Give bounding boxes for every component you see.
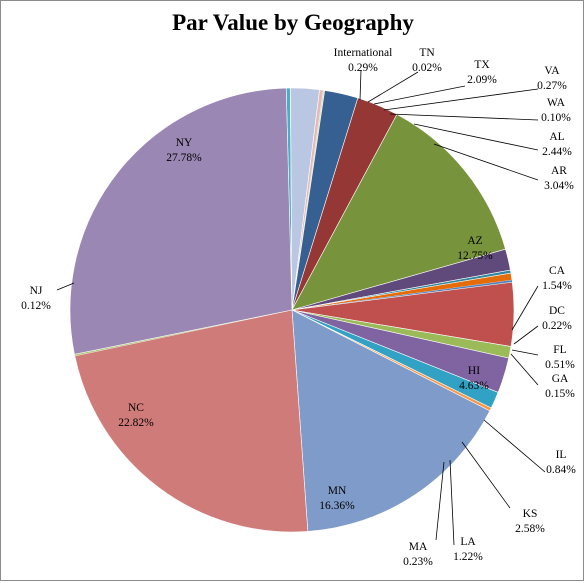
leader-line-wa [389,113,539,121]
slice-label-ma: MA 0.23% [403,541,433,568]
leader-line-ga [510,353,539,386]
leader-line-fl [511,349,539,356]
leader-line-ma [435,461,445,541]
chart-title: Par Value by Geography [172,10,414,35]
slice-label-tx: TX 2.09% [467,59,497,86]
slice-label-ca: CA 1.54% [542,265,572,292]
leader-line-ca [511,285,539,331]
leader-line-va [383,88,539,111]
slice-label-il: IL 0.84% [546,449,576,476]
slice-label-mn: MN 16.36% [319,485,355,512]
pie-slice-az [291,113,506,311]
slice-label-hi: HI 4.63% [459,365,489,392]
slice-label-la: LA 1.22% [453,536,483,563]
pie-slice-fl [291,272,513,311]
slice-label-international: International 0.29% [334,47,393,74]
leader-line-ks [461,441,511,509]
pie-slice-ga [292,280,513,310]
leader-line-dc [513,325,539,345]
leader-line-tn [367,71,419,103]
leader-line-international [359,69,362,101]
slice-label-va: VA 0.27% [537,65,567,92]
leader-line-ar [433,143,539,181]
slice-label-wa: WA 0.10% [541,97,571,124]
pie-slice-mn [291,309,491,532]
leader-line-nj [56,282,75,291]
slice-label-ny: NY 27.78% [166,137,202,164]
pie-slice-nc [74,309,309,533]
slice-label-az: AZ 12.75% [457,235,493,262]
slice-label-al: AL 2.44% [542,131,572,158]
slice-label-ar: AR 3.04% [544,165,574,192]
slice-label-ks: KS 2.58% [515,508,545,535]
pie-slice-va [291,89,324,311]
leader-line-il [483,419,546,473]
pie-slice-nj [74,310,293,356]
slice-label-nc: NC 22.82% [118,402,154,429]
leader-line-la [449,459,455,546]
pie-slice-ny [69,87,293,355]
slice-label-fl: FL 0.51% [545,344,575,371]
leader-line-al [413,123,539,151]
slice-label-tn: TN 0.02% [412,47,442,74]
slice-label-dc: DC 0.22% [542,305,572,332]
leader-line-tx [373,85,466,105]
slice-label-nj: NJ 0.12% [21,285,51,312]
slice-label-ga: GA 0.15% [545,373,575,400]
